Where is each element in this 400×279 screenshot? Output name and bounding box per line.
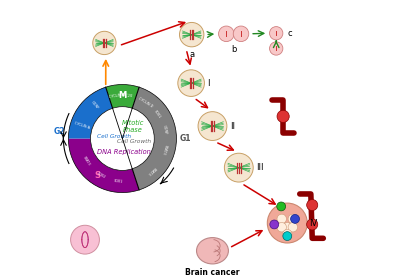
Text: c: c <box>287 29 292 38</box>
Circle shape <box>70 225 100 254</box>
Text: SOX2: SOX2 <box>96 172 106 180</box>
Text: Mitotic
Phase: Mitotic Phase <box>122 120 144 133</box>
Circle shape <box>270 42 283 55</box>
Text: DNA Replication: DNA Replication <box>97 149 151 155</box>
Text: GDNF: GDNF <box>162 124 168 135</box>
Text: Brain cancer: Brain cancer <box>185 268 240 277</box>
Circle shape <box>267 203 307 243</box>
Circle shape <box>282 229 292 239</box>
Text: SOX1: SOX1 <box>114 179 124 184</box>
Circle shape <box>288 223 298 232</box>
Wedge shape <box>68 87 112 139</box>
Text: Cell Growth: Cell Growth <box>97 134 131 139</box>
Circle shape <box>270 220 279 229</box>
Text: CYCLIN D: CYCLIN D <box>137 96 153 108</box>
Circle shape <box>90 107 154 170</box>
Circle shape <box>291 215 300 223</box>
Circle shape <box>93 31 116 55</box>
Text: STAT3: STAT3 <box>146 165 156 175</box>
Circle shape <box>307 219 318 230</box>
Text: STAT3: STAT3 <box>82 156 90 167</box>
Text: G1: G1 <box>180 134 191 143</box>
Text: I: I <box>207 79 210 88</box>
Wedge shape <box>68 139 139 193</box>
Circle shape <box>277 110 289 122</box>
Text: G2: G2 <box>54 127 65 136</box>
Text: SOX1: SOX1 <box>153 109 162 119</box>
Text: CYCLIN B: CYCLIN B <box>108 93 125 99</box>
Text: STAT3: STAT3 <box>160 144 167 155</box>
Circle shape <box>224 153 253 182</box>
Circle shape <box>178 70 204 97</box>
Text: Cell Growth: Cell Growth <box>117 140 151 144</box>
Circle shape <box>307 199 318 211</box>
Circle shape <box>277 214 286 223</box>
Circle shape <box>283 232 292 240</box>
Wedge shape <box>106 85 139 108</box>
Circle shape <box>233 26 249 42</box>
Wedge shape <box>132 87 176 190</box>
Text: b: b <box>231 45 236 54</box>
Text: IV: IV <box>310 218 318 228</box>
Text: a: a <box>189 50 194 59</box>
Circle shape <box>198 112 227 141</box>
Circle shape <box>218 26 234 42</box>
Text: M: M <box>118 91 126 100</box>
Text: CDC20: CDC20 <box>121 93 133 98</box>
Text: II: II <box>230 122 235 131</box>
Circle shape <box>270 27 283 40</box>
Circle shape <box>282 223 292 232</box>
Circle shape <box>277 223 286 232</box>
Circle shape <box>180 22 204 47</box>
Text: CYCLIN A: CYCLIN A <box>73 121 90 130</box>
Text: S: S <box>95 171 101 180</box>
Text: GDNF: GDNF <box>90 100 100 111</box>
Circle shape <box>277 202 286 211</box>
Ellipse shape <box>196 238 228 264</box>
Circle shape <box>288 214 298 223</box>
Text: III: III <box>256 163 264 172</box>
